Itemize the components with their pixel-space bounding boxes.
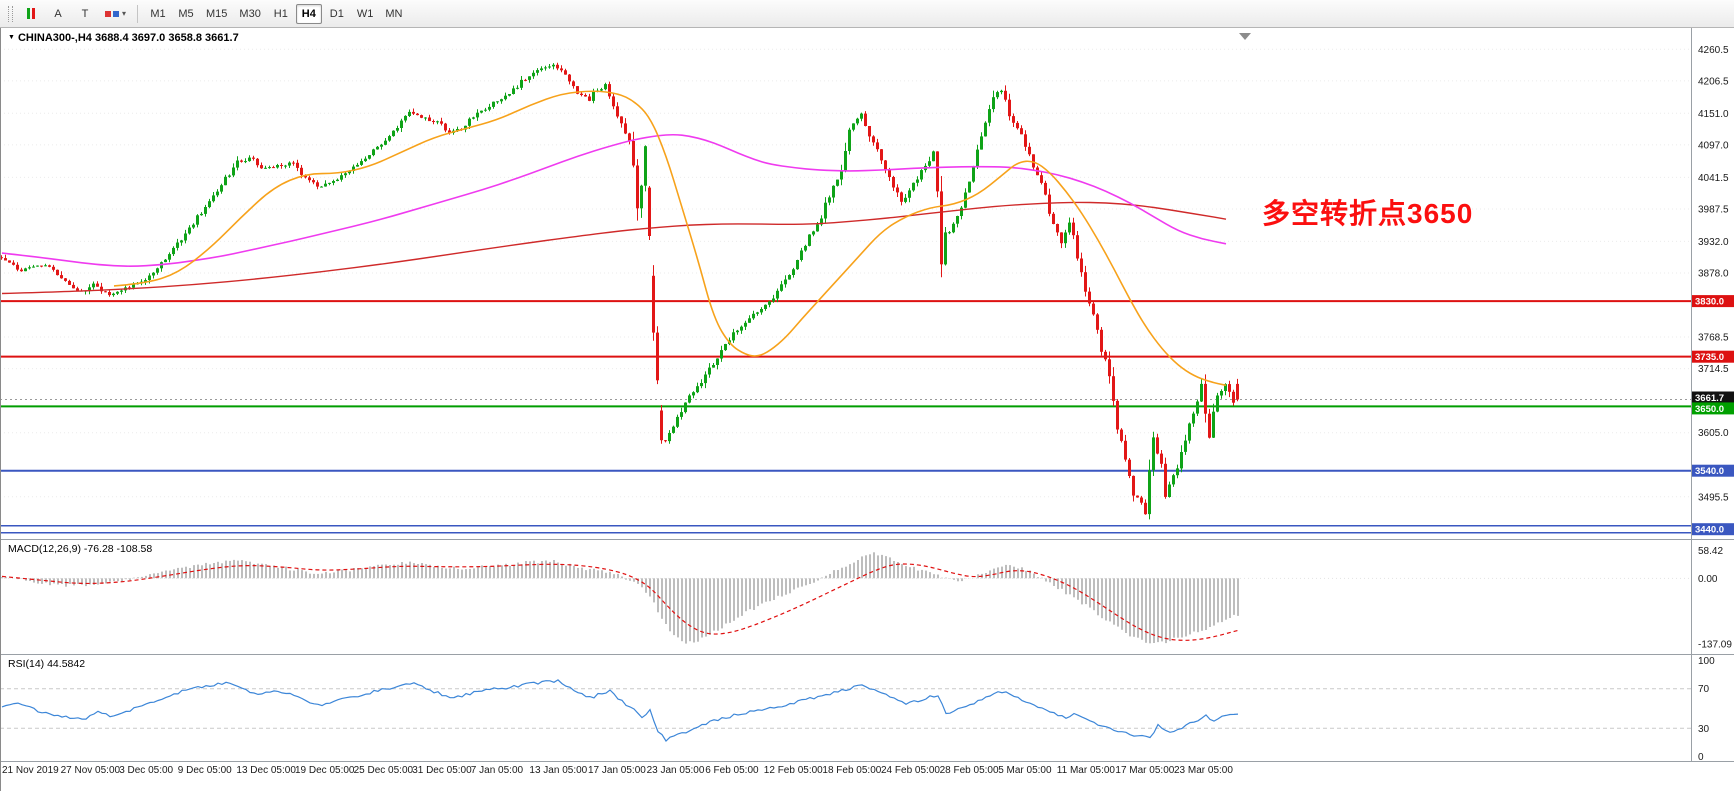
timeframe-button-m30[interactable]: M30 [234, 4, 265, 24]
price-tick-label: 3768.5 [1698, 333, 1729, 344]
shape-blue-icon [113, 10, 119, 17]
time-axis-label: 28 Feb 05:00 [939, 765, 999, 776]
price-tag-3440.0: 3440.0 [1692, 523, 1734, 536]
svg-text:3735.0: 3735.0 [1695, 352, 1724, 363]
timeframe-button-m5[interactable]: M5 [173, 4, 199, 24]
price-tag-3735.0: 3735.0 [1692, 350, 1734, 363]
price-tick-label: 4041.5 [1698, 173, 1729, 184]
time-axis-label: 23 Jan 05:00 [646, 765, 705, 776]
timeframe-button-d1[interactable]: D1 [324, 4, 350, 24]
time-axis-label: 19 Dec 05:00 [295, 765, 355, 776]
time-axis-label: 17 Jan 05:00 [588, 765, 646, 776]
timeframe-group: M1 M5 M15 M30 H1 H4 D1 W1 MN [145, 3, 407, 24]
timeframe-button-h4[interactable]: H4 [295, 3, 322, 24]
price-grid [0, 48, 1691, 498]
time-axis-label: 5 Mar 05:00 [998, 765, 1052, 776]
price-tag-3830.0: 3830.0 [1692, 295, 1734, 308]
timeframe-button-w1[interactable]: W1 [352, 4, 379, 24]
main-chart-panel[interactable]: 4260.5 4206.5 4151.0 4097.0 4041.5 3987.5 3932… [0, 28, 1734, 540]
toolbar: A T ▾ M1 M5 M15 M30 H1 H4 D1 W1 MN [0, 0, 1734, 28]
symbol-marker-icon: ▼ [8, 34, 15, 41]
chevron-down-icon: ▾ [122, 9, 127, 18]
svg-text:3650.0: 3650.0 [1695, 404, 1724, 415]
rsi-indicator-label: RSI(14) 44.5842 [8, 658, 86, 670]
time-axis-label: 31 Dec 05:00 [412, 765, 472, 776]
price-tick-label: 3932.0 [1698, 237, 1729, 248]
panel-separator[interactable] [0, 539, 1734, 540]
price-tick-label: 4097.0 [1698, 140, 1729, 151]
time-axis-label: 12 Feb 05:00 [763, 765, 823, 776]
time-axis-label: 11 Mar 05:00 [1056, 765, 1115, 776]
rsi-axis-label: 0 [1698, 752, 1704, 762]
symbol-ohlc-text: CHINA300-,H4 3688.4 3697.0 3658.8 3661.7 [17, 32, 239, 44]
ma-fast-orange-line [113, 90, 1227, 387]
price-tick-label: 3495.5 [1698, 492, 1729, 503]
svg-text:3661.7: 3661.7 [1695, 393, 1724, 404]
rsi-axis-label: 70 [1698, 684, 1710, 695]
toolbar-grip [8, 5, 13, 22]
macd-histogram [1, 552, 1239, 644]
type-tool-button[interactable]: T [73, 4, 97, 24]
time-axis-label: 6 Feb 05:00 [705, 765, 759, 776]
price-axis-separator [1691, 28, 1692, 762]
ma-mid-magenta-line [1, 133, 1227, 267]
time-axis-label: 24 Feb 05:00 [881, 765, 940, 776]
bull-candle-icon [27, 8, 30, 19]
price-tick-label: 3878.0 [1698, 269, 1729, 280]
shapes-tool-button[interactable]: ▾ [100, 4, 130, 24]
time-axis-label: 17 Mar 05:00 [1115, 765, 1175, 776]
svg-text:3830.0: 3830.0 [1695, 297, 1724, 308]
price-tick-label: 3605.0 [1698, 428, 1729, 439]
rsi-line [1, 679, 1239, 742]
price-tick-label: 3714.5 [1698, 364, 1729, 375]
text-tool-button[interactable]: A [46, 4, 70, 24]
price-tick-label: 4151.0 [1698, 109, 1729, 120]
time-axis-label: 21 Nov 2019 [2, 765, 59, 776]
price-tag-3650.0: 3650.0 [1692, 402, 1734, 415]
macd-axis-label: 58.42 [1698, 546, 1723, 557]
time-axis[interactable]: 21 Nov 2019 27 Nov 05:00 3 Dec 05:00 9 Dec … [0, 762, 1734, 791]
macd-axis-label: -137.09 [1698, 640, 1732, 651]
time-axis-label: 13 Jan 05:00 [529, 765, 588, 776]
timeframe-button-m1[interactable]: M1 [145, 4, 171, 24]
time-axis-label: 13 Dec 05:00 [236, 765, 296, 776]
time-axis-label: 18 Feb 05:00 [822, 765, 882, 776]
candles [0, 62, 1239, 520]
panel-separator [0, 761, 1734, 762]
chart-annotation-text: 多空转折点3650 [1262, 198, 1474, 229]
macd-signal-line [1, 563, 1239, 641]
timeframe-button-h1[interactable]: H1 [268, 4, 294, 24]
rsi-axis-label: 30 [1698, 724, 1710, 735]
price-tag-3540.0: 3540.0 [1692, 464, 1734, 477]
window-left-border [0, 0, 1, 791]
candlestick-chart-icon[interactable] [19, 4, 43, 24]
timeframe-button-m15[interactable]: M15 [201, 4, 232, 24]
timeframe-button-mn[interactable]: MN [380, 4, 407, 24]
symbol-title: ▼ CHINA300-,H4 3688.4 3697.0 3658.8 3661.… [8, 32, 239, 44]
price-tick-label: 4260.5 [1698, 45, 1729, 56]
macd-axis-label: 0.00 [1698, 574, 1718, 585]
price-tag-3661.7: 3661.7 [1692, 391, 1734, 404]
time-axis-label: 3 Dec 05:00 [119, 765, 174, 776]
time-axis-label: 7 Jan 05:00 [470, 765, 524, 776]
time-axis-label: 25 Dec 05:00 [353, 765, 414, 776]
svg-text:3540.0: 3540.0 [1695, 466, 1724, 477]
panel-separator[interactable] [0, 654, 1734, 655]
ma-slow-red-line [1, 201, 1227, 295]
shape-red-icon [105, 10, 111, 17]
bear-candle-icon [32, 8, 35, 19]
macd-panel[interactable]: 58.42 0.00 -137.09 [0, 540, 1734, 655]
macd-indicator-label: MACD(12,26,9) -76.28 -108.58 [8, 543, 153, 555]
rsi-axis-label: 100 [1698, 656, 1715, 667]
toolbar-separator [137, 4, 139, 23]
price-tick-label: 3987.5 [1698, 204, 1729, 215]
rsi-panel[interactable]: 100 70 30 0 [0, 655, 1734, 762]
time-axis-label: 9 Dec 05:00 [177, 765, 232, 776]
time-axis-label: 27 Nov 05:00 [60, 765, 121, 776]
price-tick-label: 4206.5 [1698, 76, 1729, 87]
svg-text:3440.0: 3440.0 [1695, 525, 1724, 536]
time-axis-label: 23 Mar 05:00 [1174, 765, 1233, 776]
chart-shift-marker-icon [1239, 33, 1251, 40]
